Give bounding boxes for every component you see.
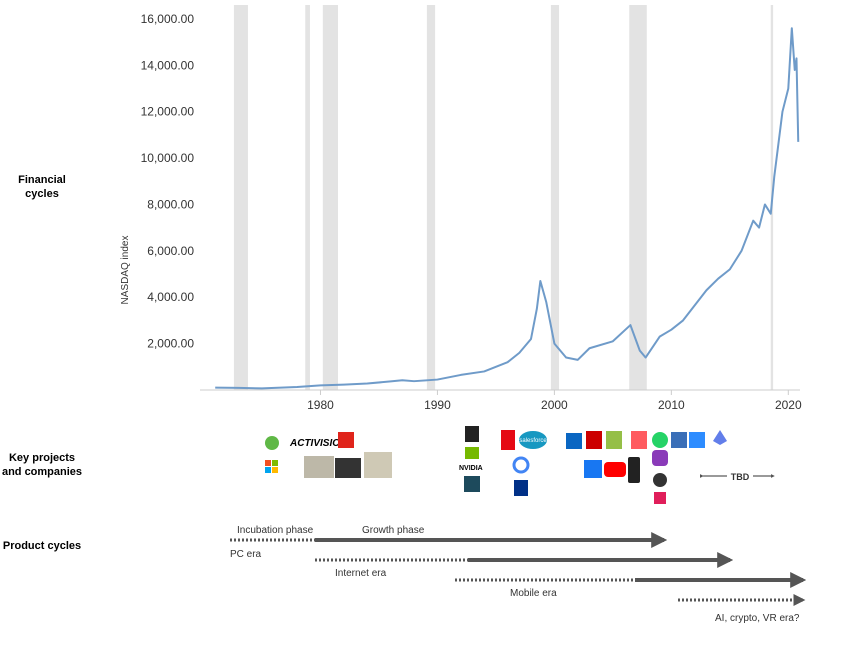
shaded-period: [550, 5, 560, 390]
x-tick-label: 1990: [424, 398, 451, 412]
y-tick-label: 2,000.00: [147, 337, 194, 351]
logo: [519, 431, 547, 449]
era-label: AI, crypto, VR era?: [715, 613, 800, 624]
logo-text: salesforce: [519, 438, 547, 444]
logo: [464, 476, 480, 492]
logo: [631, 431, 647, 449]
logo: [512, 456, 530, 474]
era-label: PC era: [230, 549, 262, 560]
y-axis-label: NASDAQ index: [120, 236, 131, 305]
logo: [338, 432, 354, 448]
logo: [566, 433, 582, 449]
logo: [514, 480, 528, 496]
logo: [465, 426, 479, 442]
row-label: Key projects: [9, 452, 75, 464]
logo-text: NVIDIA: [459, 465, 483, 472]
y-tick-label: 8,000.00: [147, 197, 194, 211]
y-tick-label: 14,000.00: [141, 58, 195, 72]
shaded-period: [629, 5, 647, 390]
logo: [652, 432, 668, 448]
logo: [265, 467, 271, 473]
logos: ACTIVISION NVIDIA salesforce TBD: [265, 426, 775, 504]
era-label: Mobile era: [510, 588, 557, 599]
line: [215, 27, 800, 390]
logo: [628, 457, 640, 483]
shaded-period: [305, 5, 310, 390]
logo: [272, 460, 278, 466]
logo: [653, 473, 667, 487]
row-label: cycles: [25, 188, 59, 200]
chart: 2,000.00 4,000.00 6,000.00 8,000.00 10,000.0…: [120, 5, 802, 412]
logo: [652, 450, 668, 466]
logo: [604, 462, 626, 477]
logo: [272, 467, 278, 473]
logo: [713, 430, 727, 445]
logo: [586, 431, 602, 449]
phase-label: Incubation phase: [237, 525, 314, 536]
logo: [671, 432, 687, 448]
logo: [265, 460, 271, 466]
y-tick-label: 6,000.00: [147, 244, 194, 258]
shaded-period: [233, 5, 248, 390]
era-label: Internet era: [335, 568, 387, 579]
row-label: and companies: [2, 466, 82, 478]
x-tick-label: 2000: [541, 398, 568, 412]
logo: [304, 456, 334, 478]
y-tick-label: 16,000.00: [141, 12, 195, 26]
x-tick-label: 1980: [307, 398, 334, 412]
logo: [606, 431, 622, 449]
logo: [265, 436, 279, 450]
logo: [689, 432, 705, 448]
logo: [654, 492, 666, 504]
logo: [501, 430, 515, 450]
y-tick-label: 4,000.00: [147, 290, 194, 304]
y-tick-label: 12,000.00: [141, 105, 195, 119]
row-label: Product cycles: [3, 540, 81, 552]
shaded-period: [426, 5, 436, 390]
product-cycles: Incubation phase Growth phase PC era Int…: [230, 525, 807, 624]
phase-label: Growth phase: [362, 525, 425, 536]
logo: [584, 460, 602, 478]
tbd-label: TBD: [731, 472, 750, 482]
x-tick-label: 2020: [775, 398, 802, 412]
y-tick-label: 10,000.00: [141, 151, 195, 165]
row-label: Financial: [18, 174, 66, 186]
logo: [364, 452, 392, 478]
x-tick-label: 2010: [658, 398, 685, 412]
logo: [465, 447, 479, 459]
logo: [335, 458, 361, 478]
shaded-period: [322, 5, 339, 390]
logo-text: ACTIVISION: [289, 438, 348, 449]
